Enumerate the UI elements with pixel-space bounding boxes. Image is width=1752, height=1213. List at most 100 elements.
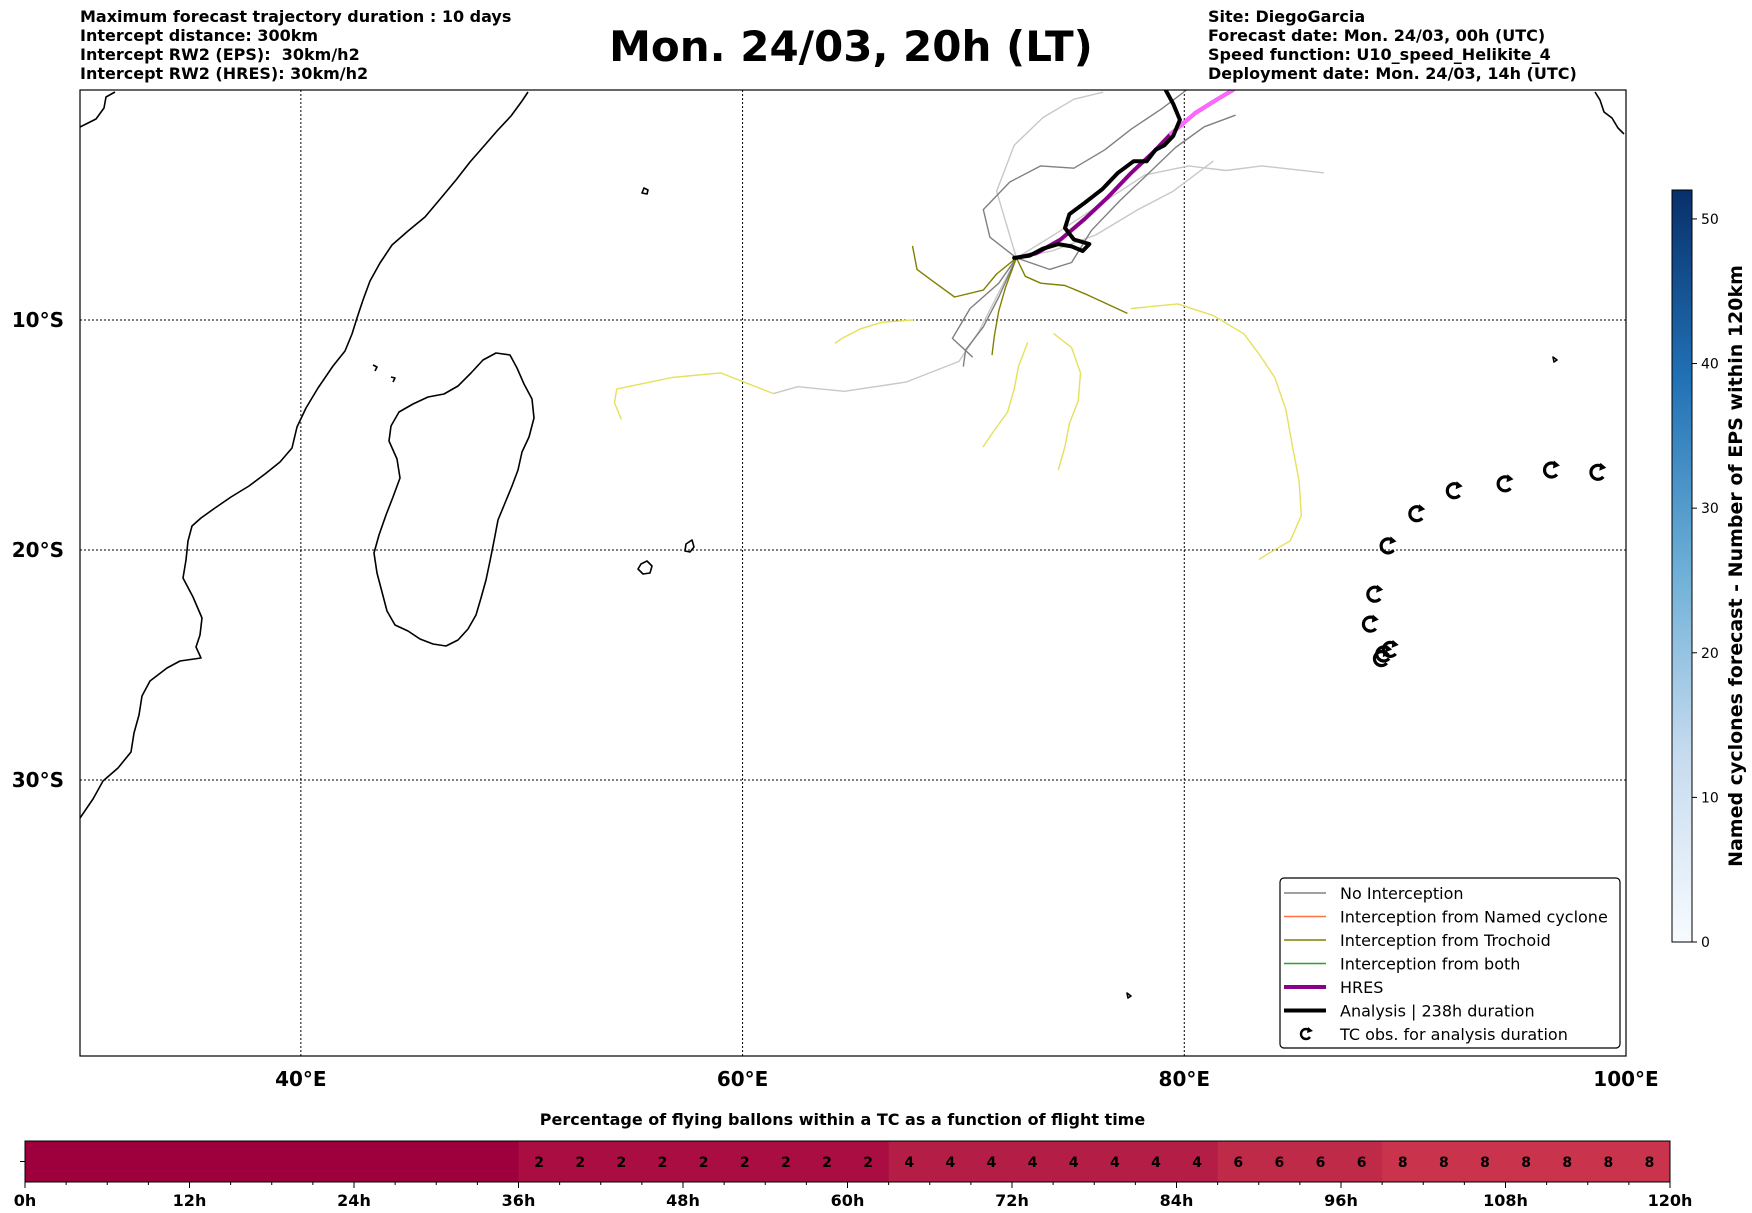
cyclone-icon-arrow: [1391, 639, 1399, 648]
cyclone-icon: [1381, 640, 1397, 658]
africa-north-coast: [80, 91, 116, 128]
site-info: Site: DiegoGarcia Forecast date: Mon. 24…: [1208, 7, 1577, 83]
flight-time-tick-label-84: 84h: [1160, 1191, 1194, 1210]
flight-time-value-label: 6: [1316, 1155, 1326, 1171]
cyclone-icon-arrow: [1418, 504, 1426, 513]
legend-label-interception-from-both: Interception from both: [1340, 955, 1520, 974]
flight-time-value-label: 4: [1110, 1155, 1120, 1171]
run-parameters: Maximum forecast trajectory duration : 1…: [80, 7, 511, 83]
flight-time-value-label: 4: [1192, 1155, 1202, 1171]
flight-time-segment: [25, 1141, 519, 1182]
trajectory-light-gray-4: [1015, 160, 1214, 259]
madagascar-coastline: [373, 352, 535, 647]
trajectory-yellow-3: [1053, 333, 1082, 471]
cyclone-icon: [1589, 463, 1605, 481]
flight-time-tick-label-108: 108h: [1483, 1191, 1528, 1210]
flight-time-value-label: 2: [534, 1155, 544, 1171]
cyclone-icon-arrow: [1385, 644, 1393, 653]
flight-time-value-label: 2: [822, 1155, 832, 1171]
cyclone-icon: [1496, 475, 1512, 493]
flight-time-segment: [888, 1141, 1219, 1182]
trajectory-gray-3: [951, 257, 1018, 358]
max-duration-text: Maximum forecast trajectory duration : 1…: [80, 7, 512, 26]
speed-function-text: Speed function: U10_speed_Helikite_4: [1208, 45, 1551, 64]
flight-time-tick-label-60: 60h: [831, 1191, 865, 1210]
cyclone-icon-arrow: [1376, 584, 1384, 593]
tc-observations: [1361, 460, 1607, 668]
flight-time-segment: [1382, 1141, 1671, 1182]
legend-label-analysis-238h-duration: Analysis | 238h duration: [1340, 1002, 1535, 1021]
page-title: Mon. 24/03, 20h (LT): [609, 22, 1093, 71]
trajectory-light-gray-1: [772, 257, 1018, 395]
flight-time-colorbar: Percentage of flying ballons within a TC…: [14, 1110, 1693, 1210]
cyclone-icon-arrow: [1455, 481, 1463, 490]
deployment-date-text: Deployment date: Mon. 24/03, 14h (UTC): [1208, 64, 1577, 83]
flight-time-value-label: 8: [1521, 1155, 1531, 1171]
tc-observation-marker: [1375, 644, 1393, 663]
cyclone-icon: [1379, 537, 1395, 555]
cyclone-icon: [1542, 461, 1559, 479]
intercept-distance-text: Intercept distance: 300km: [80, 26, 319, 45]
flight-time-value-label: 8: [1439, 1155, 1449, 1171]
trajectory-gray-4: [962, 257, 1018, 367]
trajectories: [613, 90, 1325, 560]
eps-colorbar-tick-label-30: 30: [1701, 501, 1719, 517]
seychelles-island: [641, 187, 649, 195]
cyclone-icon-arrow: [1552, 460, 1560, 469]
flight-time-colorbar-title: Percentage of flying ballons within a TC…: [540, 1110, 1146, 1129]
comoros-islands: [372, 364, 396, 383]
cyclone-icon-arrow: [1389, 536, 1397, 545]
flight-time-tick-label-48: 48h: [666, 1191, 700, 1210]
legend: No Interception Interception from Named c…: [1279, 877, 1621, 1049]
legend-label-interception-from-named-cyclone: Interception from Named cyclone: [1340, 908, 1608, 927]
eps-colorbar-gradient: [1671, 189, 1693, 943]
eps-colorbar-tick-label-20: 20: [1701, 646, 1719, 662]
tc-observation-marker: [1496, 474, 1514, 493]
flight-time-value-label: 8: [1562, 1155, 1572, 1171]
cyclone-icon: [1445, 482, 1461, 500]
flight-time-segment: [1217, 1141, 1383, 1182]
lat-tick-label-30: 30°S: [12, 768, 64, 792]
flight-time-tick-label-72: 72h: [995, 1191, 1029, 1210]
flight-time-segment: [518, 1141, 890, 1182]
trajectory-light-gray-2: [1015, 165, 1325, 259]
cyclone-icon: [1366, 585, 1382, 603]
flight-time-value-label: 4: [1069, 1155, 1079, 1171]
flight-time-value-label: 2: [740, 1155, 750, 1171]
trajectory-gray-1: [1015, 114, 1236, 271]
lon-tick-label-60: 60°E: [717, 1067, 769, 1091]
coastlines: [80, 91, 1625, 999]
tc-observation-marker: [1361, 614, 1379, 633]
flight-time-value-label: 6: [1357, 1155, 1367, 1171]
map-frame: [79, 89, 1627, 1057]
legend-cyclone-icon: [1299, 1027, 1313, 1041]
eps-colorbar-tick-label-0: 0: [1701, 935, 1710, 951]
flight-time-value-label: 2: [699, 1155, 709, 1171]
flight-time-value-label: 8: [1480, 1155, 1490, 1171]
lon-tick-label-80: 80°E: [1159, 1067, 1211, 1091]
eps-colorbar: 0 10 20 30 40 50 Named cyclones forecast - Num…: [1671, 189, 1747, 951]
legend-label-tc-obs-for-analysis-duration: TC obs. for analysis duration: [1339, 1025, 1568, 1044]
tc-observation-marker: [1542, 460, 1560, 479]
flight-time-value-label: 2: [863, 1155, 873, 1171]
trajectory-light-gray-3: [995, 91, 1104, 259]
flight-time-tick-label-120: 120h: [1648, 1191, 1693, 1210]
flight-time-value-label: 4: [1151, 1155, 1161, 1171]
trajectory-yellow-4: [982, 342, 1029, 448]
cyclone-icon-arrow: [1599, 462, 1607, 471]
tc-observation-marker: [1408, 504, 1426, 523]
reunion-island: [637, 560, 653, 575]
lon-tick-label-40: 40°E: [275, 1067, 327, 1091]
forecast-date-text: Forecast date: Mon. 24/03, 00h (UTC): [1208, 26, 1546, 45]
legend-label-interception-from-trochoid: Interception from Trochoid: [1340, 931, 1551, 950]
flight-time-value-label: 4: [987, 1155, 997, 1171]
gridlines: [80, 90, 1626, 1056]
tc-observation-marker: [1589, 462, 1607, 481]
flight-time-value-label: 6: [1274, 1155, 1284, 1171]
flight-time-value-label: 6: [1233, 1155, 1243, 1171]
trajectory-hres-tail: [1169, 90, 1235, 136]
flight-time-value-label: 2: [658, 1155, 668, 1171]
maldives-group: [1594, 91, 1625, 135]
trajectory-trochoid-1: [911, 245, 1018, 298]
